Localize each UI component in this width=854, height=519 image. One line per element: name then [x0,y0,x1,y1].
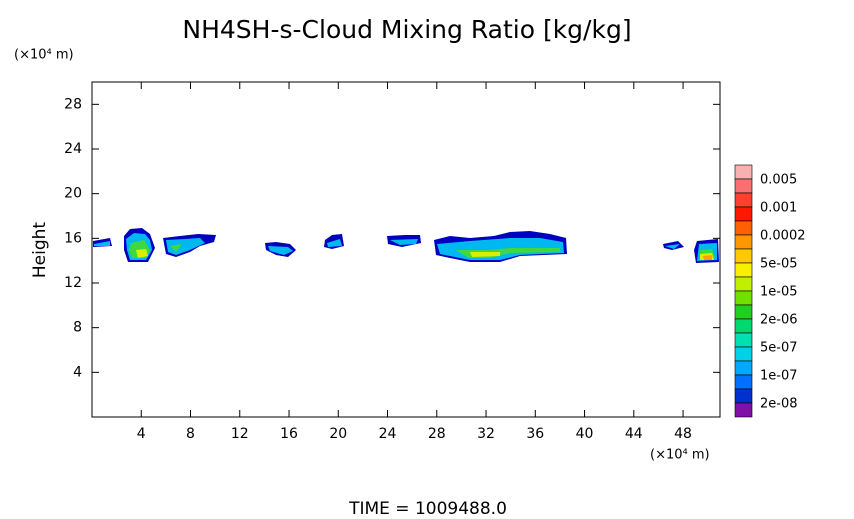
x-tick-label: 28 [428,426,446,442]
x-tick-label: 12 [231,426,249,442]
colorbar-label: 5e-05 [760,257,798,272]
y-tick-label: 24 [64,141,82,157]
colorbar-swatch [734,346,753,362]
y-tick-label: 8 [73,320,82,336]
colorbar-swatch [734,248,753,264]
x-tick-label: 48 [674,426,692,442]
colorbar-swatch [734,332,753,348]
colorbar-label: 2e-08 [760,397,798,412]
x-tick-label: 36 [526,426,544,442]
colorbar-swatch [734,388,753,404]
colorbar-swatch [734,304,753,320]
colorbar-swatch [734,402,753,418]
colorbar-swatch [734,290,753,306]
colorbar-label: 2e-06 [760,313,798,328]
x-tick-label: 40 [576,426,594,442]
colorbar-swatch [734,318,753,334]
colorbar-label: 1e-05 [760,285,798,300]
colorbar-swatch [734,234,753,250]
y-axis-label: Height [30,222,50,279]
chart-title: NH4SH-s-Cloud Mixing Ratio [kg/kg] [182,15,631,44]
y-tick-label: 16 [64,230,82,246]
x-tick-label: 44 [625,426,643,442]
colorbar-label: 0.0002 [760,229,806,244]
colorbar-swatch [734,192,753,208]
x-tick-label: 32 [477,426,495,442]
x-tick-label: 4 [137,426,146,442]
colorbar-label: 5e-07 [760,341,798,356]
colorbar-label: 0.001 [760,201,797,216]
cloud-field [93,228,719,263]
colorbar-swatch [734,220,753,236]
colorbar-swatch [734,360,753,376]
colorbar-label: 1e-07 [760,369,798,384]
colorbar-swatch [734,206,753,222]
colorbar-swatch [734,374,753,390]
colorbar-swatch [734,178,753,194]
x-tick-label: 24 [379,426,397,442]
colorbar-swatch [734,262,753,278]
x-unit: (×10⁴ m) [650,448,710,463]
y-tick-label: 28 [64,96,82,112]
x-tick-label: 16 [280,426,298,442]
colorbar-label: 0.005 [760,173,797,188]
colorbar-swatch [734,164,753,180]
footer: TIME = 1009488.0 [348,499,507,519]
x-tick-label: 8 [186,426,195,442]
y-tick-label: 4 [73,364,82,380]
x-tick-label: 20 [329,426,347,442]
y-tick-label: 12 [64,275,82,291]
y-tick-label: 20 [64,186,82,202]
colorbar-swatch [734,276,753,292]
plot-frame [91,81,721,418]
y-unit: (×10⁴ m) [14,48,74,63]
